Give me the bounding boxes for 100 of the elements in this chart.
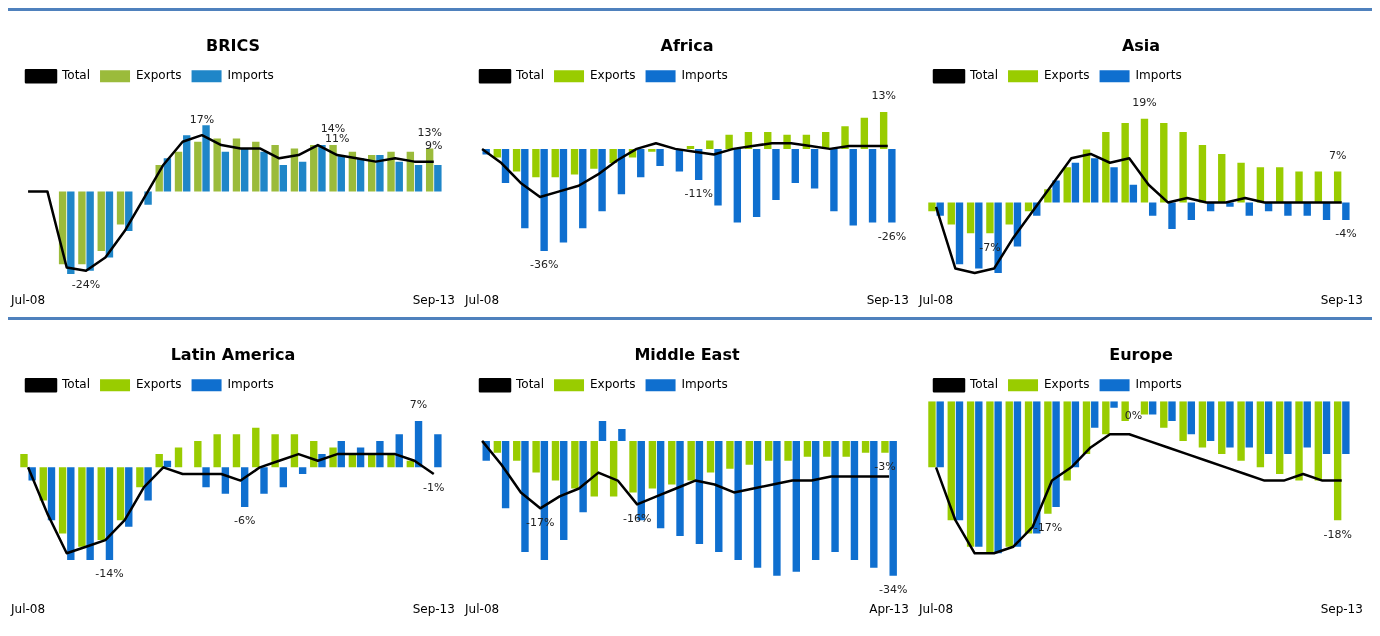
x-tick-label: Apr-13: [869, 601, 909, 616]
data-label: -14%: [95, 567, 124, 581]
bar: [1295, 171, 1303, 203]
bar: [1091, 158, 1099, 203]
bar: [540, 148, 548, 251]
bar: [376, 155, 384, 192]
legend-label: Exports: [590, 377, 636, 392]
bar: [318, 145, 326, 192]
chart-title: Asia: [1121, 35, 1161, 55]
chart-title: BRICS: [205, 35, 261, 55]
chart-title: Latin America: [170, 344, 296, 364]
bar: [434, 434, 442, 468]
bar: [213, 434, 221, 468]
bar: [1148, 202, 1157, 216]
data-label: 13%: [871, 89, 896, 103]
chart-title: Middle East: [634, 344, 740, 364]
bar: [252, 427, 260, 468]
bar: [20, 454, 28, 468]
data-label: -16%: [622, 511, 652, 525]
bar: [221, 151, 230, 192]
bar: [97, 191, 105, 251]
bar: [78, 191, 86, 265]
bar: [116, 467, 125, 521]
legend-label: Exports: [136, 68, 182, 83]
bar: [232, 138, 241, 192]
data-label: -24%: [71, 278, 101, 292]
bar: [1005, 202, 1013, 225]
data-label: -11%: [684, 187, 713, 201]
bar: [414, 164, 423, 192]
legend-label: Imports: [681, 377, 728, 392]
bar: [570, 148, 579, 175]
bar: [986, 202, 994, 234]
bar: [202, 467, 210, 488]
bar: [637, 148, 645, 178]
bar: [434, 164, 442, 192]
bar: [58, 467, 67, 534]
bar: [213, 138, 221, 192]
bar: [329, 145, 337, 192]
x-tick-label: Jul-08: [918, 292, 954, 307]
legend-label: Exports: [1044, 68, 1090, 83]
bar: [174, 151, 183, 192]
bar: [67, 467, 75, 560]
bar: [888, 148, 896, 223]
data-label: 9%: [425, 139, 443, 152]
legend-label: Imports: [681, 68, 728, 83]
bar: [955, 202, 964, 265]
bar: [947, 202, 955, 225]
bar: [271, 434, 279, 468]
bar: [271, 145, 279, 192]
x-tick-label: Jul-08: [10, 292, 46, 307]
bar: [279, 467, 288, 488]
chart-title: Africa: [660, 35, 714, 55]
bar: [772, 148, 780, 200]
bar: [1071, 162, 1080, 203]
bar: [1063, 167, 1071, 203]
bar: [47, 467, 56, 521]
bar: [1168, 202, 1176, 229]
bar: [1024, 202, 1033, 212]
bar: [706, 140, 714, 149]
bar: [656, 148, 664, 166]
bar: [532, 148, 540, 178]
bar: [1121, 123, 1129, 203]
bar: [105, 467, 114, 560]
bar: [1187, 202, 1196, 221]
bar: [387, 454, 395, 468]
bar: [810, 148, 819, 189]
bar: [232, 434, 241, 468]
bar: [686, 146, 695, 149]
bar: [86, 191, 94, 271]
bar: [260, 151, 268, 192]
bar: [86, 467, 94, 560]
legend-label: Total: [61, 377, 91, 392]
bar: [551, 148, 559, 178]
data-label: 7%: [1328, 148, 1347, 162]
bar: [868, 148, 877, 223]
bar: [78, 467, 86, 547]
bar: [67, 191, 75, 275]
bar: [155, 454, 163, 468]
bar: [1129, 184, 1138, 203]
bar: [1102, 131, 1110, 203]
bar: [559, 148, 568, 243]
bar: [1160, 123, 1168, 203]
bar: [714, 148, 722, 206]
data-label: -4%: [1335, 227, 1357, 241]
bar: [830, 148, 838, 212]
bar: [395, 161, 403, 192]
bar: [512, 148, 521, 172]
bar: [1110, 167, 1118, 203]
bar: [144, 467, 152, 501]
data-label: 13%: [417, 125, 442, 139]
data-label: 19%: [1132, 96, 1157, 110]
bar: [521, 148, 529, 229]
data-label: 11%: [324, 132, 350, 146]
data-label: -26%: [877, 229, 907, 243]
x-tick-label: Sep-13: [1320, 292, 1363, 307]
data-label: 7%: [409, 398, 428, 412]
legend-label: Total: [515, 377, 545, 392]
bar: [279, 164, 288, 192]
legend-label: Imports: [1135, 68, 1182, 83]
chart-title: Europe: [1109, 344, 1173, 364]
